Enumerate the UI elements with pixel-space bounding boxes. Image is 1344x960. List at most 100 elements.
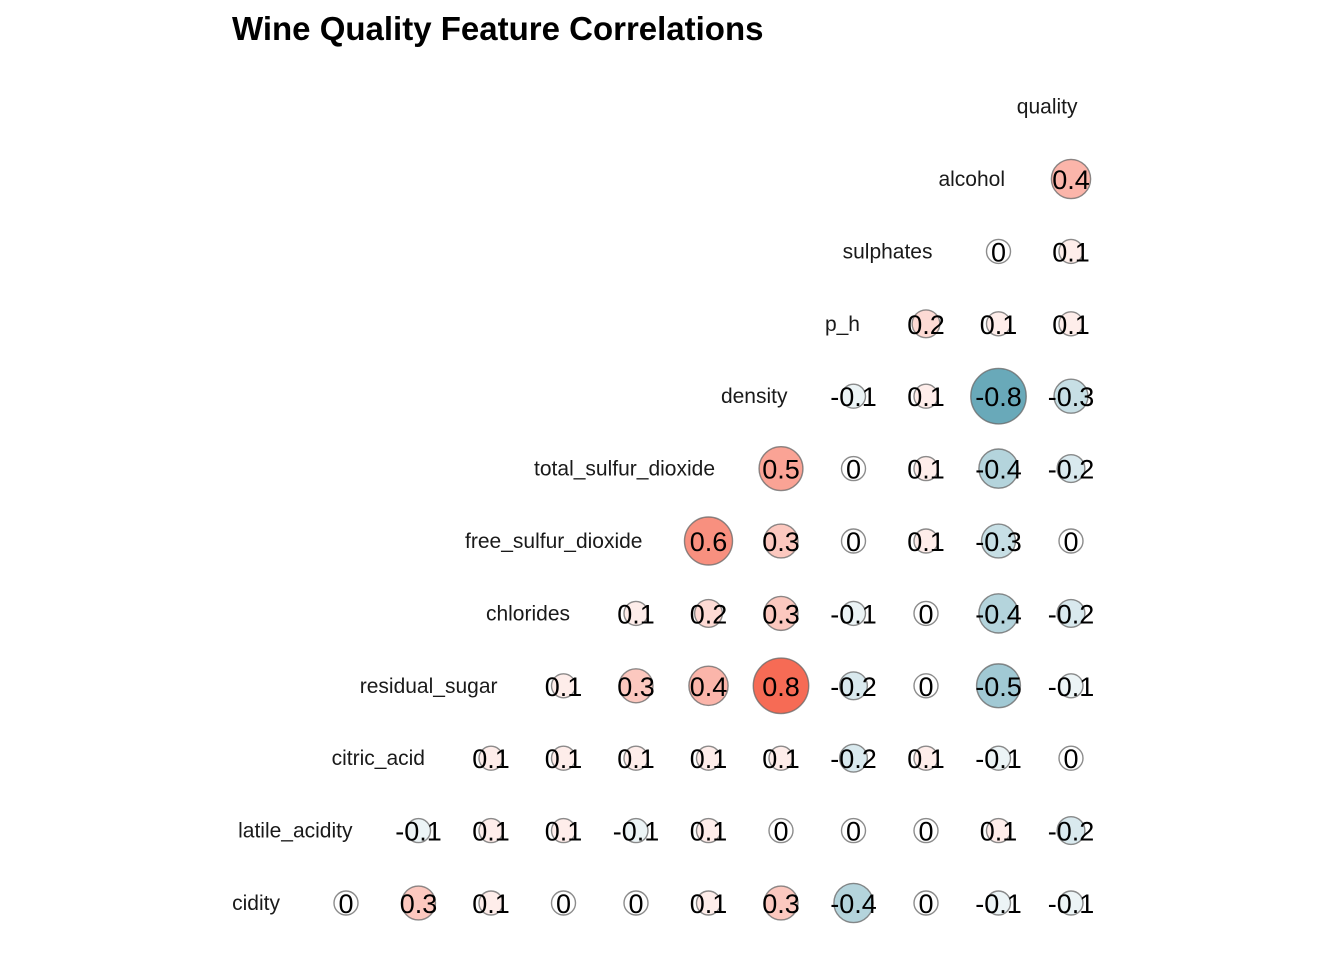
- correlation-value-label: 0.2: [690, 599, 728, 629]
- correlation-value-label: -0.1: [613, 817, 660, 847]
- correlation-value-label: 0.1: [472, 817, 510, 847]
- cell-total-sulfur-dioxide-alcohol: -0.4: [975, 448, 1022, 489]
- correlation-circle: [1058, 311, 1084, 337]
- correlation-value-label: 0.3: [762, 889, 800, 919]
- correlation-value-label: 0: [556, 889, 571, 919]
- correlation-circle: [1050, 158, 1092, 200]
- correlation-value-label: -0.1: [830, 382, 877, 412]
- cell-density-quality: -0.3: [1048, 378, 1094, 414]
- correlation-value-label: 0.1: [762, 744, 800, 774]
- correlation-circle: [695, 745, 722, 771]
- correlation-circle: [985, 817, 1012, 844]
- variable-label-chlorides: chlorides: [486, 602, 570, 625]
- chart-title: Wine Quality Feature Correlations: [232, 10, 763, 47]
- cell-latile-acidity-quality: -0.2: [1048, 816, 1095, 847]
- cell-residual-sugar-chlorides: 0.1: [545, 672, 583, 702]
- correlation-value-label: -0.1: [1048, 672, 1095, 702]
- cell-free-sulfur-dioxide-p-h: 0: [840, 527, 867, 557]
- variable-label-density: density: [721, 385, 788, 408]
- correlation-circle: [623, 600, 649, 627]
- variable-label-total-sulfur-dioxide: total_sulfur_dioxide: [534, 458, 715, 481]
- cell-cidity-chlorides: 0: [550, 889, 577, 919]
- cell-sulphates-alcohol: 0: [985, 237, 1012, 267]
- cell-citric-acid-total-sulfur-dioxide: 0.1: [690, 744, 728, 774]
- cell-total-sulfur-dioxide-density: 0.5: [758, 445, 804, 492]
- correlation-value-label: 0.1: [690, 817, 728, 847]
- correlation-circle: [913, 673, 939, 699]
- correlation-value-label: 0.1: [907, 744, 945, 774]
- correlation-circle: [975, 663, 1022, 709]
- correlation-value-label: -0.1: [395, 817, 442, 847]
- correlation-circle: [683, 516, 734, 566]
- correlation-value-label: -0.1: [1048, 889, 1095, 919]
- correlation-circle: [333, 890, 359, 916]
- correlation-circle: [623, 817, 649, 844]
- cell-citric-acid-chlorides: 0.1: [545, 744, 583, 774]
- cell-chlorides-sulphates: 0: [913, 599, 939, 629]
- correlation-circle: [1056, 454, 1086, 484]
- correlation-value-label: -0.4: [975, 455, 1022, 485]
- correlation-value-label: -0.2: [830, 672, 877, 702]
- correlation-circle: [840, 600, 867, 627]
- correlation-circle: [618, 668, 654, 704]
- cell-residual-sugar-quality: -0.1: [1048, 672, 1095, 702]
- correlation-circle: [840, 817, 867, 844]
- correlation-value-label: 0.1: [545, 817, 583, 847]
- cell-free-sulfur-dioxide-total-sulfur-dioxide: 0.6: [683, 516, 734, 566]
- correlation-circle: [1058, 890, 1084, 916]
- correlation-circle: [985, 311, 1012, 337]
- correlation-value-label: 0: [918, 672, 933, 702]
- correlation-value-label: 0.1: [907, 382, 945, 412]
- correlation-value-label: 0.1: [907, 455, 945, 485]
- correlation-circle: [693, 598, 724, 628]
- correlation-circle: [985, 745, 1012, 771]
- correlation-value-label: 0: [846, 817, 861, 847]
- variable-labels: cidity latile_acidity citric_acid residual_…: [232, 96, 1078, 915]
- correlation-circle: [1058, 745, 1084, 771]
- cell-p-h-quality: 0.1: [1052, 310, 1090, 340]
- cell-latile-acidity-sulphates: 0: [913, 817, 939, 847]
- correlation-circle: [550, 890, 577, 916]
- cell-density-sulphates: 0.1: [907, 382, 945, 412]
- correlation-value-label: 0.1: [472, 889, 510, 919]
- cell-total-sulfur-dioxide-quality: -0.2: [1048, 454, 1095, 485]
- correlation-value-label: -0.2: [1048, 455, 1095, 485]
- correlation-circle: [1058, 673, 1084, 699]
- correlation-circle: [1056, 816, 1086, 846]
- correlation-value-label: 0.3: [762, 527, 800, 557]
- cell-latile-acidity-citric-acid: -0.1: [395, 817, 442, 847]
- cell-free-sulfur-dioxide-density: 0.3: [762, 523, 800, 559]
- cell-p-h-alcohol: 0.1: [980, 310, 1018, 340]
- cell-citric-acid-quality: 0: [1058, 744, 1084, 774]
- correlation-circle: [688, 665, 729, 707]
- cell-latile-acidity-free-sulfur-dioxide: -0.1: [613, 817, 660, 847]
- cell-latile-acidity-chlorides: 0.1: [545, 817, 583, 847]
- correlation-value-label: 0.1: [617, 599, 655, 629]
- correlation-value-label: -0.2: [1048, 817, 1095, 847]
- correlation-circle: [985, 238, 1012, 265]
- variable-label-citric-acid: citric_acid: [332, 747, 425, 770]
- cell-free-sulfur-dioxide-quality: 0: [1058, 527, 1084, 557]
- cell-total-sulfur-dioxide-p-h: 0: [840, 455, 867, 485]
- correlation-value-label: -0.1: [975, 889, 1022, 919]
- correlation-value-label: 0.1: [1052, 310, 1090, 340]
- cell-residual-sugar-alcohol: -0.5: [975, 663, 1022, 709]
- correlation-value-label: 0: [918, 599, 933, 629]
- variable-label-cidity: cidity: [232, 892, 280, 915]
- correlation-value-label: 0.1: [545, 744, 583, 774]
- cell-citric-acid-free-sulfur-dioxide: 0.1: [617, 744, 655, 774]
- variable-label-latile-acidity: latile_acidity: [238, 820, 353, 843]
- correlation-circle: [478, 817, 504, 844]
- correlation-value-label: 0.3: [400, 889, 438, 919]
- correlation-value-label: 0.1: [907, 527, 945, 557]
- correlation-value-label: 0.5: [762, 455, 800, 485]
- cell-latile-acidity-total-sulfur-dioxide: 0.1: [690, 817, 728, 847]
- correlation-value-label: 0: [846, 527, 861, 557]
- correlation-circle: [478, 890, 504, 916]
- cell-latile-acidity-alcohol: 0.1: [980, 817, 1018, 847]
- cell-citric-acid-density: 0.1: [762, 744, 800, 774]
- correlation-circle: [405, 817, 432, 844]
- correlation-value-label: 0: [773, 817, 788, 847]
- cell-alcohol-quality: 0.4: [1050, 158, 1092, 200]
- correlation-circle: [768, 745, 794, 771]
